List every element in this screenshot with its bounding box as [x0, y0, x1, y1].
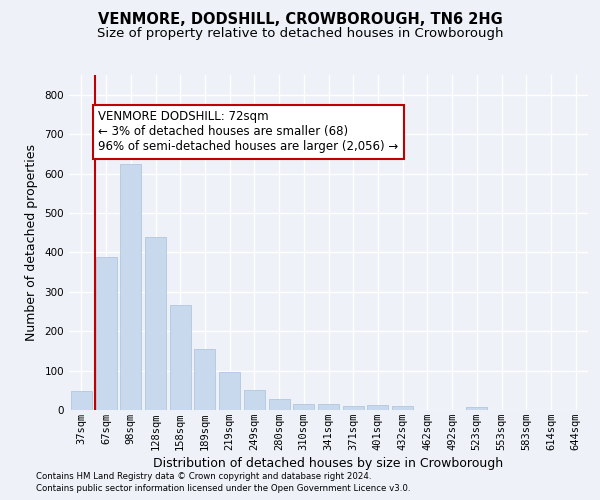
Bar [71, 392, 92, 410]
Text: VENMORE, DODSHILL, CROWBOROUGH, TN6 2HG: VENMORE, DODSHILL, CROWBOROUGH, TN6 2HG [98, 12, 502, 28]
Bar [244, 390, 265, 410]
Bar [219, 372, 240, 410]
Bar [145, 238, 166, 410]
Bar [343, 406, 364, 410]
X-axis label: Distribution of detached houses by size in Crowborough: Distribution of detached houses by size … [154, 457, 503, 470]
Bar [466, 407, 487, 410]
Bar [95, 258, 116, 410]
Text: Contains HM Land Registry data © Crown copyright and database right 2024.: Contains HM Land Registry data © Crown c… [36, 472, 371, 481]
Text: VENMORE DODSHILL: 72sqm
← 3% of detached houses are smaller (68)
96% of semi-det: VENMORE DODSHILL: 72sqm ← 3% of detached… [98, 110, 398, 154]
Bar [194, 349, 215, 410]
Text: Contains public sector information licensed under the Open Government Licence v3: Contains public sector information licen… [36, 484, 410, 493]
Bar [269, 399, 290, 410]
Bar [293, 404, 314, 410]
Bar [392, 406, 413, 410]
Y-axis label: Number of detached properties: Number of detached properties [25, 144, 38, 341]
Bar [170, 305, 191, 410]
Bar [120, 164, 141, 410]
Bar [318, 404, 339, 410]
Text: Size of property relative to detached houses in Crowborough: Size of property relative to detached ho… [97, 28, 503, 40]
Bar [367, 406, 388, 410]
